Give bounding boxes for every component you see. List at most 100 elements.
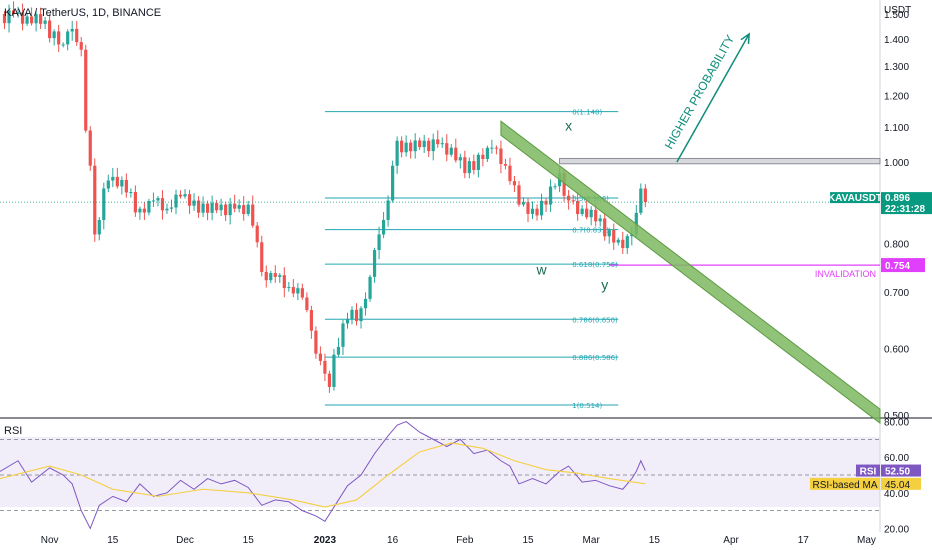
chart-title: KAVA / TetherUS, 1D, BINANCE: [4, 7, 161, 19]
candle-body: [395, 140, 399, 166]
candle-body: [368, 276, 372, 299]
candle-body: [585, 208, 589, 218]
candle-body: [485, 147, 489, 160]
rsi-ma-line: [0, 442, 646, 508]
candle-body: [467, 161, 471, 174]
candle-body: [287, 287, 291, 289]
candle-body: [409, 142, 413, 152]
candle-body: [111, 176, 115, 181]
candle-body: [278, 275, 282, 277]
candle-body: [332, 354, 336, 387]
candle-body: [291, 287, 295, 294]
price-axis-unit: USDT: [884, 5, 911, 16]
candle-body: [129, 191, 133, 193]
axes: 1.5001.4001.3001.2001.1001.0000.9000.800…: [41, 10, 910, 546]
fib-level-label: 1(0.514): [572, 402, 602, 410]
candle-body: [7, 10, 11, 24]
candle-body: [142, 208, 147, 213]
trend-arrow-head: [740, 32, 750, 45]
price-axis-tick: 0.600: [884, 345, 909, 356]
candle-body: [224, 204, 228, 216]
candle-body: [255, 225, 259, 243]
candle-body: [183, 194, 187, 197]
candle-body: [296, 288, 300, 294]
symbol-badge: [830, 192, 880, 204]
candle-body: [458, 157, 462, 161]
candle-body: [621, 239, 625, 249]
candle-body: [494, 147, 499, 149]
rsi-ma-name-badge: [810, 477, 880, 490]
time-axis-tick: Nov: [41, 535, 59, 546]
candle-body: [463, 157, 467, 174]
candle-body: [88, 130, 92, 166]
candle-body: [156, 198, 160, 201]
candle-body: [544, 200, 548, 205]
candle-body: [205, 203, 210, 213]
invalidation-label: INVALIDATION: [815, 269, 876, 279]
candle-body: [436, 139, 440, 145]
fib-level-label: 0.7(0.831): [572, 227, 609, 235]
fib-retracement[interactable]: 0(1.148)0.5(0.906)0.7(0.831)0.618(0.756)…: [324, 109, 619, 410]
candle-body: [187, 194, 192, 206]
wave-label: y: [601, 277, 608, 293]
candle-body: [314, 330, 318, 354]
candle-body: [445, 143, 449, 155]
candle-body: [29, 16, 34, 24]
price-axis-tick: 0.500: [884, 411, 909, 422]
candle-body: [377, 234, 381, 250]
rsi-ma-name-label: RSI-based MA: [812, 480, 877, 491]
rsi-pane-title: RSI: [4, 425, 22, 437]
time-axis-tick: 15: [649, 535, 661, 546]
wave-label: x: [565, 118, 572, 134]
candle-body: [503, 163, 508, 166]
candle-body: [282, 275, 286, 289]
candle-body: [381, 220, 386, 235]
candle-body: [530, 208, 535, 214]
candle-body: [472, 161, 476, 171]
time-axis-tick: Apr: [723, 535, 739, 546]
trend-arrow-line: [676, 33, 750, 163]
time-axis-tick: May: [857, 535, 876, 546]
candle-body: [336, 346, 341, 355]
candle-body: [11, 10, 16, 14]
candle-body: [607, 230, 611, 237]
price-axis-tick: 0.700: [884, 288, 909, 299]
candle-body: [625, 236, 629, 249]
candle-body: [499, 148, 503, 164]
candle-body: [427, 140, 431, 152]
candle-body: [246, 204, 250, 215]
fib-level-label: 0.786(0.650): [572, 316, 618, 324]
candle-body: [233, 203, 237, 209]
candle-body: [553, 186, 557, 188]
time-axis-tick: Feb: [456, 535, 474, 546]
rsi-axis-tick: 20.00: [884, 524, 909, 535]
time-axis-tick: 16: [387, 535, 399, 546]
candle-body: [165, 208, 169, 211]
fib-level-label: 0(1.148): [572, 109, 602, 117]
candle-body: [413, 140, 417, 152]
candle-body: [260, 242, 264, 272]
time-axis-tick: Dec: [176, 535, 194, 546]
candle-body: [174, 194, 178, 208]
price-axis-tick: 0.800: [884, 239, 909, 250]
candle-body: [594, 209, 598, 222]
candle-body: [567, 195, 571, 201]
symbol-badge-label: KAVAUSDT: [828, 193, 882, 204]
candle-body: [115, 176, 119, 187]
candle-body: [580, 208, 584, 215]
candle-body: [147, 201, 151, 213]
candle-body: [643, 188, 647, 203]
candle-body: [512, 181, 517, 186]
rsi-ma-value-badge: [881, 477, 921, 490]
candle-body: [52, 31, 56, 39]
candle-body: [517, 185, 521, 205]
candle-body: [106, 180, 110, 189]
candle-body: [57, 31, 61, 45]
candle-body: [160, 198, 165, 211]
candle-body: [571, 200, 575, 202]
candle-body: [391, 165, 395, 201]
candle-body: [449, 147, 453, 155]
candle-body: [490, 147, 494, 149]
